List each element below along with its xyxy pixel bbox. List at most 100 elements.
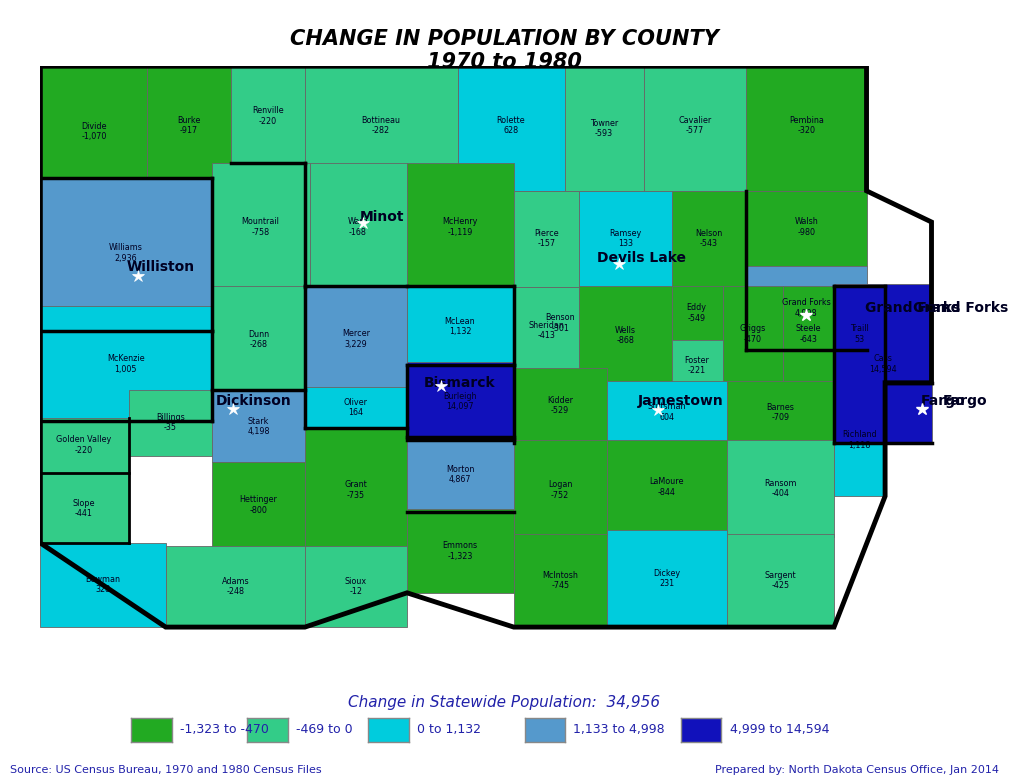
Text: Mountrail
-758: Mountrail -758: [241, 217, 279, 237]
Bar: [305, 66, 458, 191]
Text: Emmons
-1,323: Emmons -1,323: [442, 541, 477, 561]
Text: -469 to 0: -469 to 0: [296, 724, 352, 736]
Bar: [40, 178, 212, 331]
Bar: [40, 543, 165, 627]
Text: Richland
1,118: Richland 1,118: [842, 431, 877, 449]
Text: Pierce
-157: Pierce -157: [534, 228, 559, 248]
Text: 1970 to 1980: 1970 to 1980: [427, 52, 582, 72]
Bar: [514, 287, 579, 372]
Text: Renville
-220: Renville -220: [252, 107, 284, 125]
Bar: [514, 440, 606, 537]
Text: Rolette
628: Rolette 628: [496, 116, 526, 135]
Bar: [727, 534, 834, 627]
Bar: [565, 66, 644, 191]
Text: Nelson
-543: Nelson -543: [695, 228, 722, 248]
Text: 4,999 to 14,594: 4,999 to 14,594: [730, 724, 829, 736]
Text: McHenry
-1,119: McHenry -1,119: [442, 217, 477, 237]
Text: Burleigh
14,097: Burleigh 14,097: [443, 392, 476, 411]
Bar: [231, 66, 305, 163]
Text: Jamestown: Jamestown: [638, 394, 723, 408]
Text: Sheridan
-413: Sheridan -413: [529, 321, 564, 340]
Text: Billings
-35: Billings -35: [156, 413, 185, 432]
Bar: [40, 306, 212, 421]
Text: Golden Valley
-220: Golden Valley -220: [57, 435, 112, 455]
Text: McLean
1,132: McLean 1,132: [445, 317, 475, 337]
Text: Bowman
328: Bowman 328: [85, 575, 120, 594]
Text: Ward
-168: Ward -168: [347, 217, 368, 237]
Text: Dickey
231: Dickey 231: [654, 569, 680, 588]
Bar: [514, 287, 606, 359]
Bar: [128, 390, 212, 456]
Text: Williams
2,936: Williams 2,936: [109, 244, 142, 263]
Bar: [514, 191, 579, 287]
Text: Slope
-441: Slope -441: [73, 499, 95, 518]
Text: Hettinger
-800: Hettinger -800: [239, 495, 277, 515]
Bar: [147, 66, 231, 178]
Text: 0 to 1,132: 0 to 1,132: [417, 724, 480, 736]
Text: LaMoure
-844: LaMoure -844: [650, 478, 684, 496]
Text: Stutsman
604: Stutsman 604: [648, 403, 686, 421]
Bar: [606, 530, 727, 627]
Text: McIntosh
-745: McIntosh -745: [542, 571, 578, 590]
Bar: [407, 362, 514, 440]
Text: Change in Statewide Population:  34,956: Change in Statewide Population: 34,956: [348, 695, 661, 710]
Text: Logan
-752: Logan -752: [548, 481, 572, 499]
Bar: [746, 266, 867, 350]
Text: Ramsey
133: Ramsey 133: [609, 228, 642, 248]
Text: Devils Lake: Devils Lake: [597, 251, 686, 265]
Bar: [672, 286, 722, 340]
Bar: [40, 418, 128, 474]
Bar: [212, 462, 305, 549]
Bar: [305, 387, 407, 428]
Text: Source: US Census Bureau, 1970 and 1980 Census Files: Source: US Census Bureau, 1970 and 1980 …: [10, 765, 322, 774]
Text: Sargent
-425: Sargent -425: [765, 571, 796, 590]
Text: Griggs
-470: Griggs -470: [740, 325, 766, 344]
Text: Bismarck: Bismarck: [424, 375, 495, 390]
Bar: [305, 428, 407, 549]
Bar: [722, 286, 783, 384]
Bar: [514, 368, 606, 443]
Bar: [727, 440, 834, 537]
Text: Traill
53: Traill 53: [850, 325, 869, 344]
Text: Dickinson: Dickinson: [216, 394, 292, 408]
Bar: [165, 546, 305, 627]
Text: Fargo: Fargo: [942, 394, 987, 408]
Text: Pembina
-320: Pembina -320: [789, 116, 823, 135]
Bar: [407, 437, 514, 512]
Bar: [834, 382, 885, 496]
Text: Towner
-593: Towner -593: [589, 119, 618, 138]
Text: Kidder
-529: Kidder -529: [547, 396, 573, 415]
Text: Dunn
-268: Dunn -268: [248, 330, 269, 350]
Text: Prepared by: North Dakota Census Office, Jan 2014: Prepared by: North Dakota Census Office,…: [715, 765, 999, 774]
Bar: [579, 191, 672, 287]
Bar: [606, 381, 727, 443]
Text: Sioux
-12: Sioux -12: [345, 577, 367, 596]
Bar: [305, 286, 407, 390]
Text: Mercer
3,229: Mercer 3,229: [342, 330, 370, 349]
Bar: [407, 286, 514, 365]
Text: Williston: Williston: [127, 260, 195, 274]
Text: Barnes
-709: Barnes -709: [766, 403, 794, 422]
Text: Stark
4,198: Stark 4,198: [247, 417, 269, 436]
Bar: [40, 473, 128, 546]
Text: Grant
-735: Grant -735: [345, 481, 367, 499]
Bar: [212, 286, 305, 393]
Text: Burke
-917: Burke -917: [178, 116, 201, 135]
Text: Cass
14,594: Cass 14,594: [870, 354, 897, 374]
Bar: [40, 66, 147, 203]
Bar: [579, 286, 672, 384]
Bar: [834, 286, 885, 384]
Bar: [458, 66, 565, 191]
Bar: [212, 390, 305, 462]
Bar: [746, 66, 867, 191]
Text: Bottineau
-282: Bottineau -282: [361, 116, 401, 135]
Bar: [606, 440, 727, 534]
Text: Grand Forks: Grand Forks: [913, 301, 1008, 315]
Text: Grand Forks: Grand Forks: [866, 301, 961, 315]
Text: Morton
4,867: Morton 4,867: [446, 465, 474, 484]
Text: Oliver
164: Oliver 164: [344, 398, 368, 418]
Text: Cavalier
-577: Cavalier -577: [678, 116, 711, 135]
Bar: [407, 163, 514, 291]
Bar: [407, 509, 514, 593]
Bar: [514, 534, 606, 627]
